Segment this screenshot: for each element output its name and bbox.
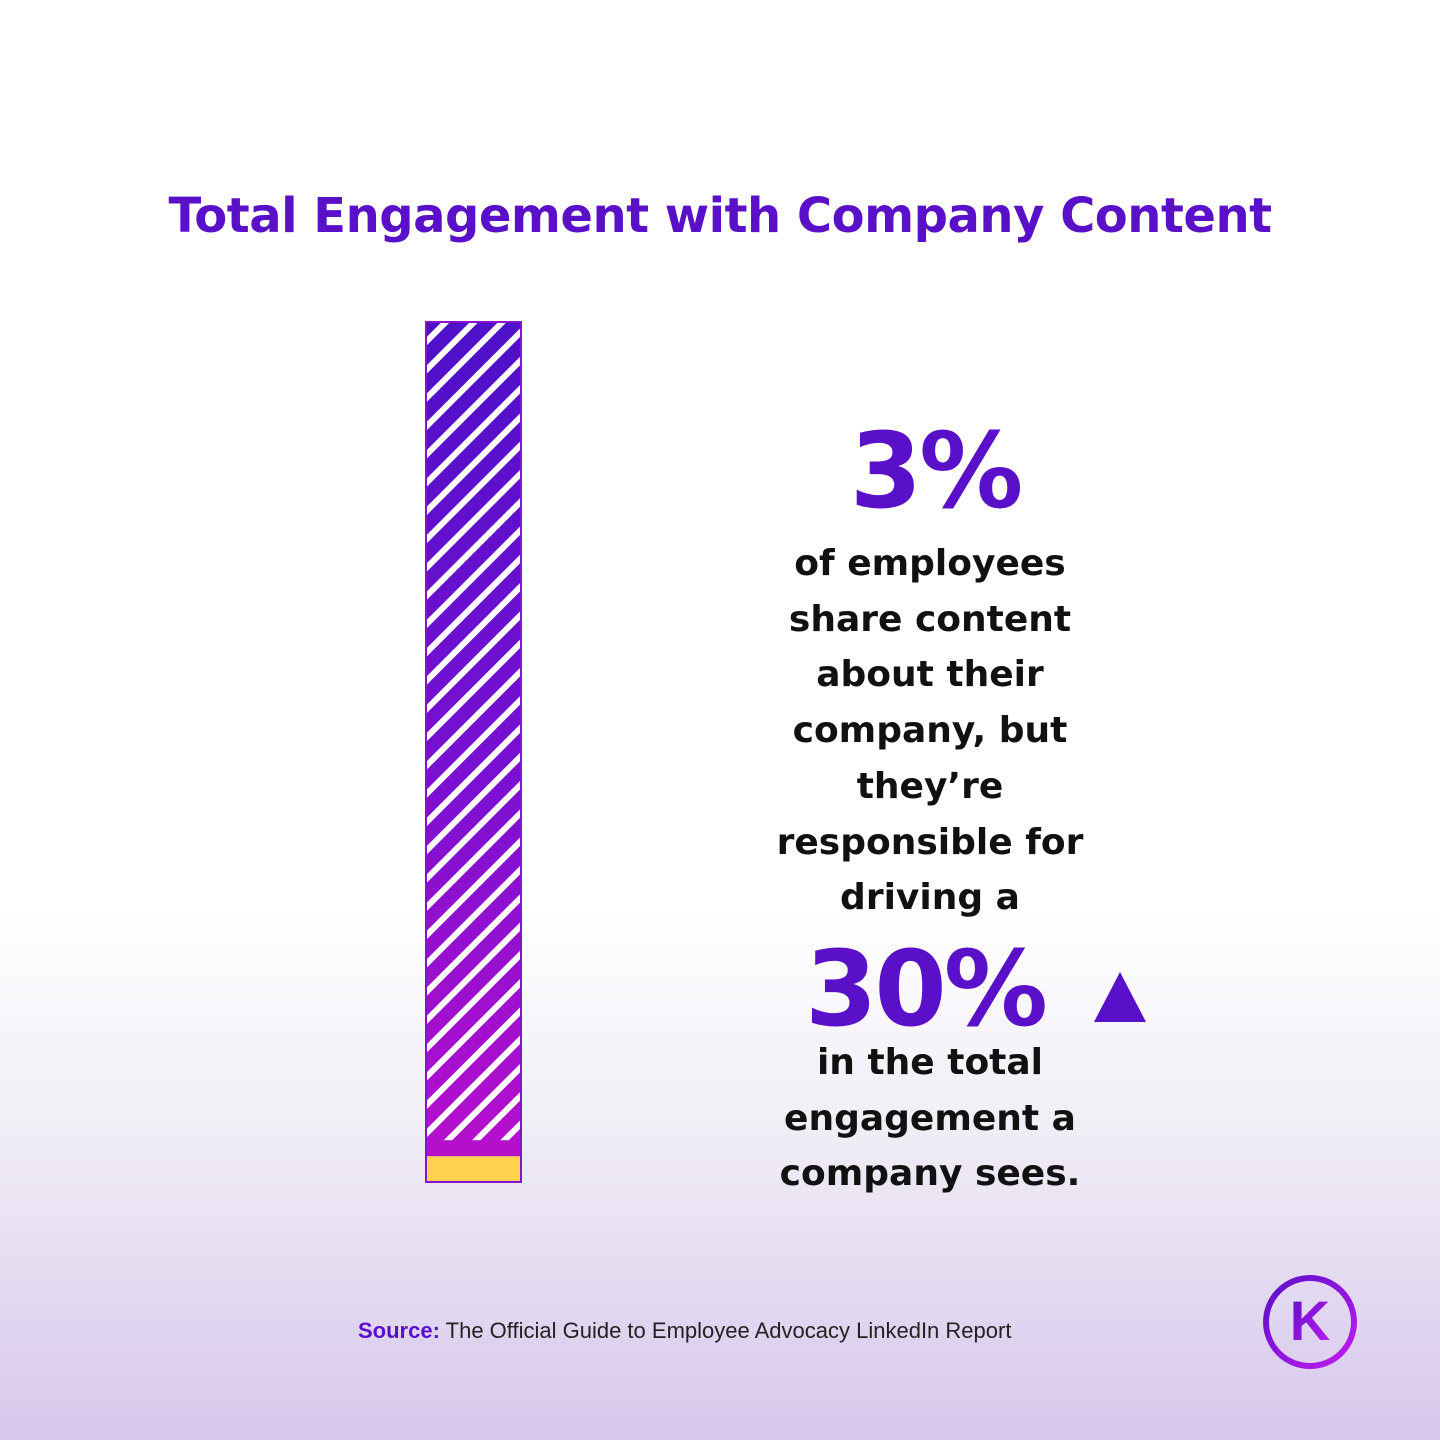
- text-line: driving a: [840, 877, 1020, 919]
- source-note: Source: The Official Guide to Employee A…: [358, 1318, 1011, 1344]
- text-line: share content: [788, 598, 1072, 640]
- text-line: engagement a: [784, 1097, 1076, 1139]
- bar-segment-sharing-employees: [426, 1156, 521, 1182]
- source-text: The Official Guide to Employee Advocacy …: [445, 1318, 1012, 1343]
- bar-stripe-overlay: [426, 322, 521, 1141]
- text-line: they’re: [856, 765, 1004, 807]
- company-logo: K: [1263, 1275, 1357, 1369]
- up-triangle-icon: [1094, 972, 1146, 1022]
- text-line: about their: [816, 654, 1044, 696]
- text-line: in the total: [816, 1042, 1044, 1083]
- text-line: company, but: [792, 710, 1068, 752]
- text-line: company sees.: [779, 1153, 1081, 1195]
- stat-description-1: of employees share content about their c…: [720, 536, 1140, 926]
- chart-title: Total Engagement with Company Content: [168, 188, 1272, 244]
- text-line: of employees: [794, 543, 1066, 584]
- text-line: responsible for: [776, 821, 1084, 863]
- stat-description-2: in the total engagement a company sees.: [720, 1035, 1140, 1202]
- bar-outline: [425, 321, 522, 1183]
- source-label: Source:: [358, 1318, 440, 1343]
- stat-3-percent: 3%: [849, 410, 1024, 532]
- stat-30-percent: 30%: [805, 928, 1048, 1050]
- logo-letter: K: [1290, 1289, 1330, 1352]
